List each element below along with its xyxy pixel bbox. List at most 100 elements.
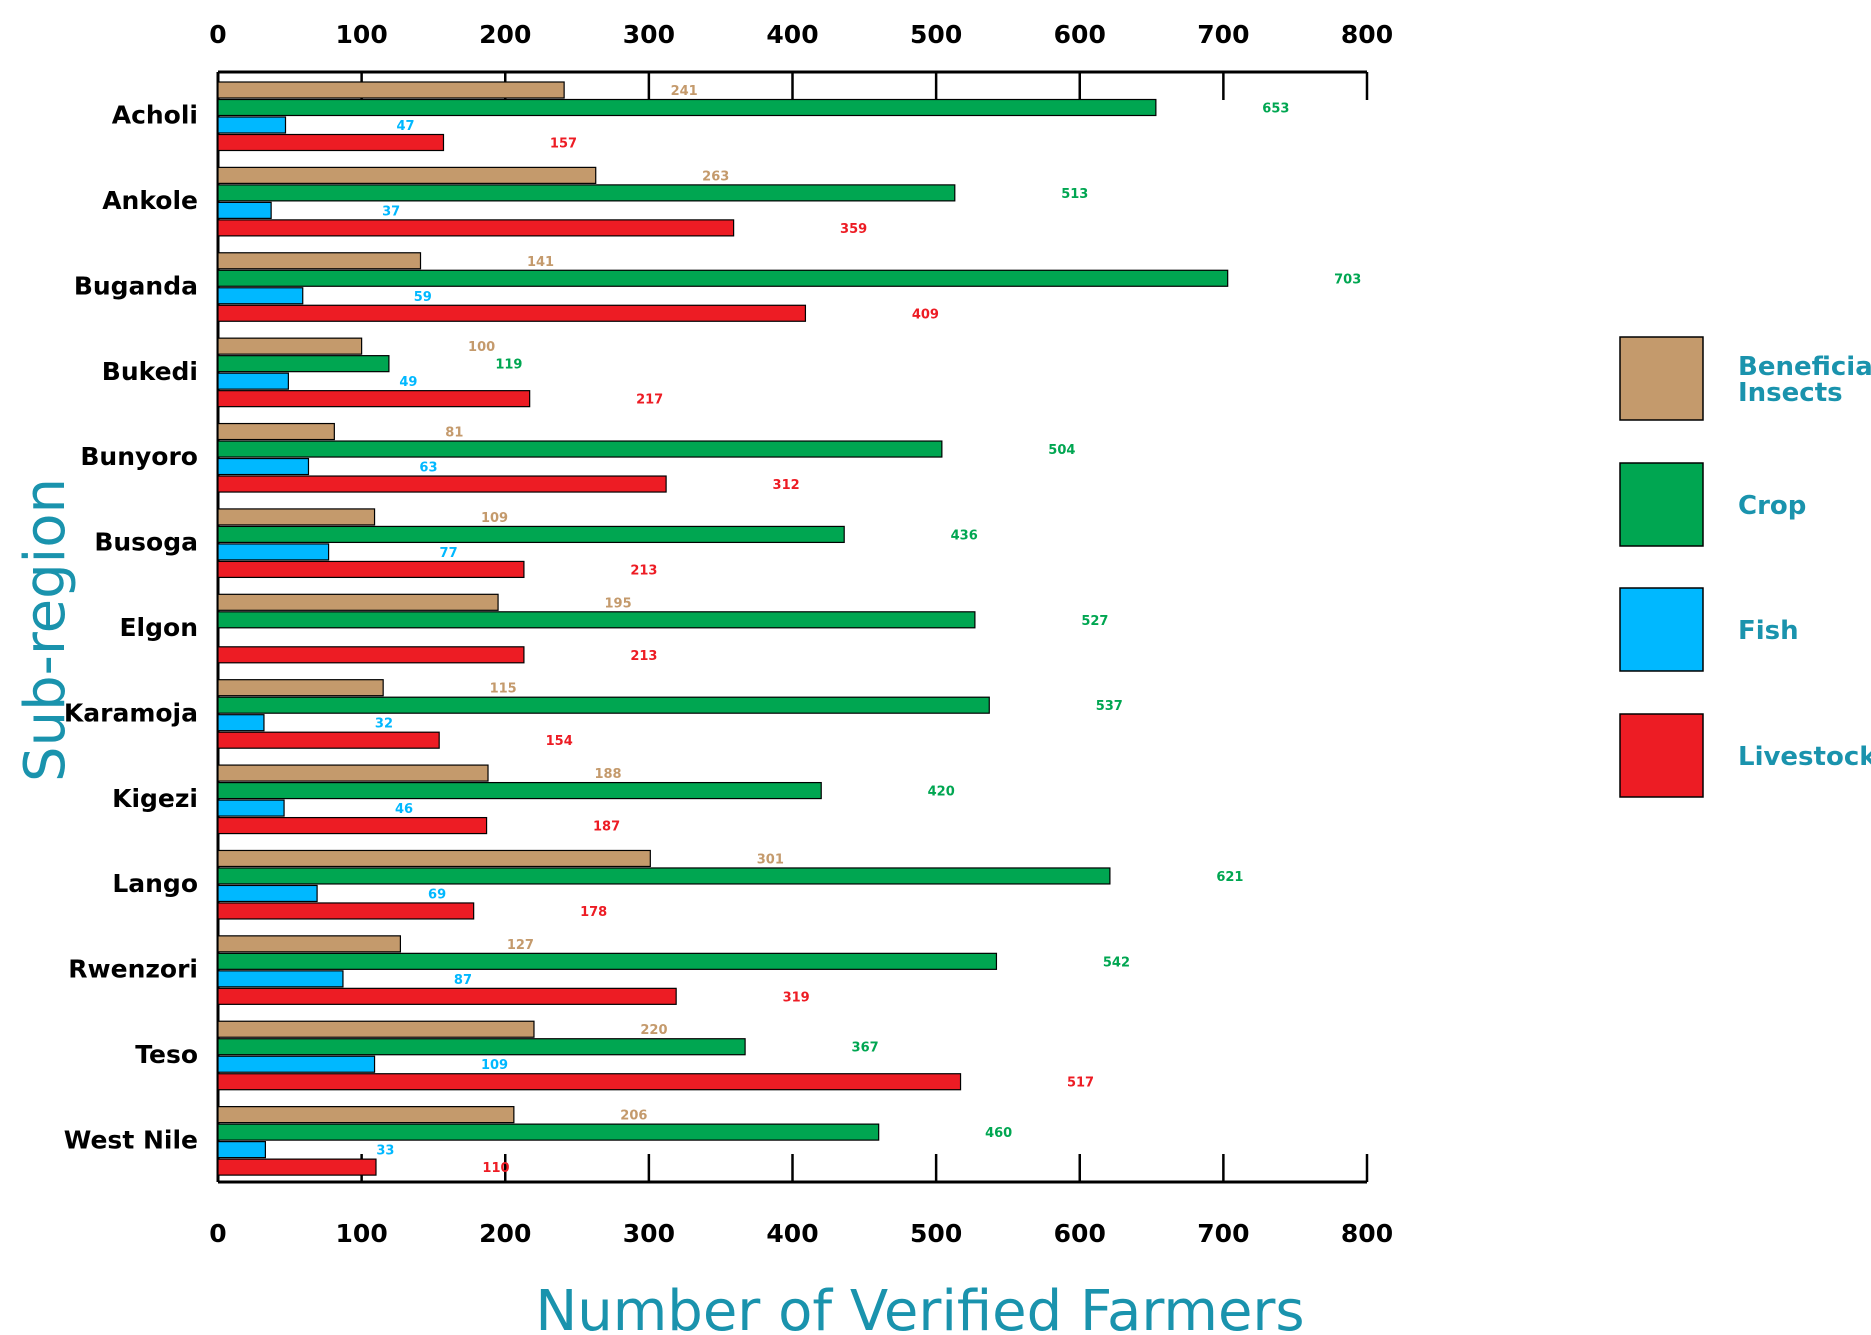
bar bbox=[217, 816, 488, 835]
data-label: 195 bbox=[604, 596, 631, 611]
data-label: 513 bbox=[1061, 187, 1088, 202]
data-label: 213 bbox=[630, 649, 657, 664]
data-label: 47 bbox=[396, 119, 414, 134]
data-label: 220 bbox=[640, 1023, 667, 1038]
data-label: 213 bbox=[630, 563, 657, 578]
bar bbox=[217, 799, 285, 817]
data-label: 263 bbox=[702, 169, 729, 184]
data-label: 63 bbox=[419, 461, 437, 476]
category-label: Bukedi bbox=[102, 357, 198, 386]
category-label: Kigezi bbox=[112, 784, 198, 813]
data-label: 359 bbox=[840, 222, 867, 237]
top-axis-ticks: 0 100 200 300 400 500 600 700 800 bbox=[209, 20, 1393, 100]
bar bbox=[217, 201, 272, 219]
bar bbox=[217, 987, 677, 1005]
x-axis-title: Number of Verified Farmers bbox=[535, 1279, 1304, 1335]
data-label: 460 bbox=[985, 1126, 1012, 1141]
category-labels: Acholi Ankole Buganda Bukedi Bunyoro Busoga El… bbox=[64, 101, 198, 1155]
data-label: 367 bbox=[852, 1041, 879, 1056]
data-label: 110 bbox=[482, 1161, 509, 1176]
legend-swatch bbox=[1619, 713, 1704, 798]
data-label: 37 bbox=[382, 204, 400, 219]
bar bbox=[217, 679, 384, 697]
data-label: 69 bbox=[428, 887, 446, 902]
data-label: 119 bbox=[495, 358, 522, 373]
legend-swatch bbox=[1619, 587, 1704, 672]
bar bbox=[217, 184, 956, 202]
data-label: 115 bbox=[490, 682, 517, 697]
bar bbox=[217, 1158, 377, 1176]
bottom-axis-ticks: 0 100 200 300 400 500 600 700 800 bbox=[209, 1154, 1393, 1248]
data-label: 653 bbox=[1262, 102, 1289, 117]
data-label: 87 bbox=[454, 973, 472, 988]
bar bbox=[217, 781, 822, 800]
bar bbox=[217, 287, 304, 305]
data-label: 154 bbox=[546, 734, 573, 749]
data-label: 542 bbox=[1103, 955, 1130, 970]
data-label: 206 bbox=[620, 1109, 647, 1124]
legend-label: Fish bbox=[1738, 616, 1799, 646]
bar bbox=[217, 390, 531, 408]
bar bbox=[217, 508, 376, 526]
legend: Beneficial Insects Crop Fish Livestock bbox=[1619, 336, 1871, 798]
legend-label: Crop bbox=[1738, 491, 1806, 521]
category-label: Rwenzori bbox=[68, 955, 198, 984]
data-label: 178 bbox=[580, 905, 607, 920]
legend-swatch bbox=[1619, 336, 1704, 421]
data-label: 127 bbox=[507, 938, 534, 953]
data-label: 32 bbox=[375, 717, 393, 732]
bar bbox=[217, 81, 565, 99]
bar bbox=[217, 252, 422, 270]
top-tick-label: 300 bbox=[623, 20, 675, 49]
bar bbox=[217, 1038, 746, 1056]
bar bbox=[217, 593, 499, 611]
data-label: 141 bbox=[527, 255, 554, 270]
data-label: 527 bbox=[1081, 614, 1108, 629]
bar bbox=[217, 337, 363, 355]
data-label: 157 bbox=[550, 137, 577, 152]
bar bbox=[217, 525, 845, 544]
data-label: 436 bbox=[951, 528, 978, 543]
top-tick-label: 600 bbox=[1054, 20, 1106, 49]
bar bbox=[217, 98, 1157, 117]
bar bbox=[217, 764, 489, 782]
bar bbox=[217, 422, 335, 441]
bar bbox=[217, 355, 390, 373]
data-label: 409 bbox=[912, 307, 939, 322]
data-label: 301 bbox=[757, 852, 784, 867]
legend-swatch bbox=[1619, 462, 1704, 547]
data-label: 241 bbox=[671, 84, 698, 99]
bar bbox=[217, 1055, 376, 1073]
bar bbox=[217, 166, 597, 184]
bottom-tick-label: 700 bbox=[1197, 1219, 1249, 1248]
category-label: Ankole bbox=[102, 186, 198, 215]
bar bbox=[217, 116, 287, 134]
bar bbox=[217, 867, 1111, 885]
data-label: 100 bbox=[468, 340, 495, 355]
bar bbox=[217, 219, 735, 237]
category-label: Teso bbox=[135, 1040, 198, 1069]
bottom-tick-label: 0 bbox=[209, 1219, 226, 1248]
top-tick-label: 100 bbox=[336, 20, 388, 49]
top-tick-label: 400 bbox=[766, 20, 818, 49]
data-label: 187 bbox=[593, 820, 620, 835]
bar bbox=[217, 372, 289, 390]
data-label: 81 bbox=[445, 426, 463, 441]
category-label: Lango bbox=[112, 869, 198, 898]
bottom-tick-label: 600 bbox=[1054, 1219, 1106, 1248]
bar bbox=[217, 304, 807, 322]
bar bbox=[217, 646, 525, 664]
bar bbox=[217, 849, 651, 868]
data-label: 420 bbox=[928, 785, 955, 800]
category-label: West Nile bbox=[64, 1125, 198, 1154]
bar bbox=[217, 952, 998, 970]
data-label: 109 bbox=[481, 1058, 508, 1073]
top-tick-label: 200 bbox=[479, 20, 531, 49]
category-label: Buganda bbox=[74, 271, 198, 300]
bottom-tick-label: 800 bbox=[1341, 1219, 1393, 1248]
bottom-tick-label: 400 bbox=[766, 1219, 818, 1248]
bar bbox=[217, 560, 525, 579]
bar bbox=[217, 440, 943, 458]
